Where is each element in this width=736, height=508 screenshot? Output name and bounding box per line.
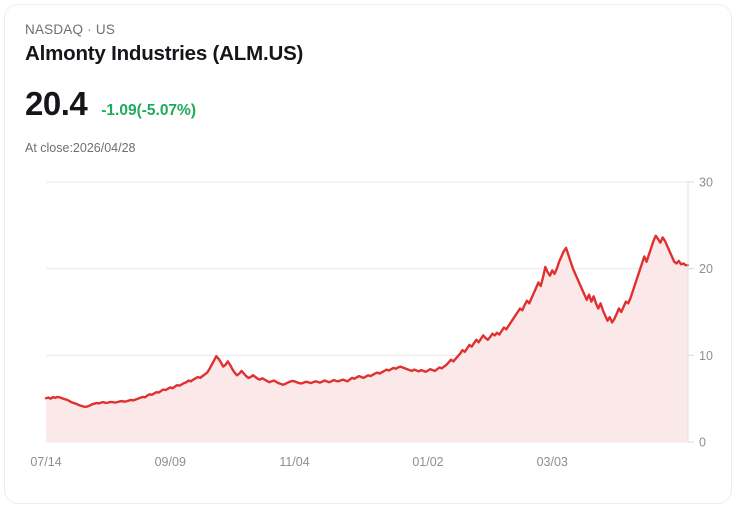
at-close-timestamp: At close:2026/04/28 [25, 141, 136, 155]
quote-row: 20.4 -1.09(-5.07%) [25, 85, 196, 130]
current-price: 20.4 [25, 85, 88, 122]
quote-header: NASDAQ · US Almonty Industries (ALM.US) [25, 21, 685, 68]
price-line [44, 234, 690, 409]
x-axis-tick-label: 03/03 [537, 455, 568, 469]
stock-quote-card: NASDAQ · US Almonty Industries (ALM.US) 20… [4, 4, 732, 504]
price-area-fill [46, 235, 688, 442]
x-axis-tick-label: 09/09 [155, 455, 186, 469]
y-axis-tick-label: 30 [699, 176, 713, 190]
x-axis-tick-label: 01/02 [412, 455, 443, 469]
price-change: -1.09(-5.07%) [101, 102, 196, 119]
y-axis-tick-label: 10 [699, 349, 713, 363]
y-axis-tick-label: 20 [699, 262, 713, 276]
price-chart[interactable]: 0 10 20 30 07/14 09/09 11/04 01/02 03/03 [5, 165, 732, 485]
x-axis-tick-label: 07/14 [30, 455, 61, 469]
region-name: US [95, 22, 116, 37]
exchange-region-line: NASDAQ · US [25, 21, 685, 39]
x-axis-tick-label: 11/04 [279, 455, 309, 469]
x-axis-labels: 07/14 09/09 11/04 01/02 03/03 [30, 455, 568, 469]
price-chart-svg[interactable]: 0 10 20 30 07/14 09/09 11/04 01/02 03/03 [5, 165, 732, 485]
separator-dot: · [87, 22, 92, 37]
exchange-name: NASDAQ [25, 22, 84, 37]
y-axis-labels: 0 10 20 30 [699, 176, 713, 450]
page-title: Almonty Industries (ALM.US) [25, 42, 304, 65]
y-axis-tick-label: 0 [699, 436, 706, 450]
